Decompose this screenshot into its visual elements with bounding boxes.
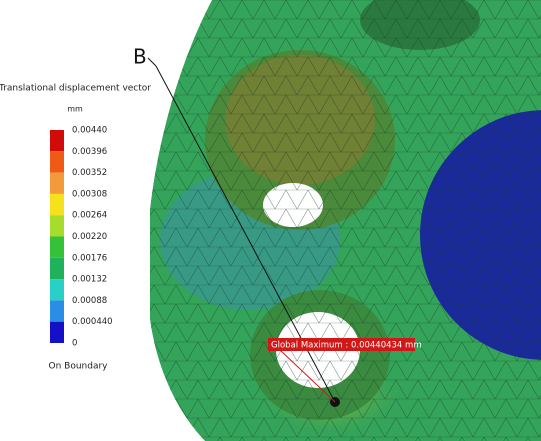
point-label: B [133, 45, 147, 69]
legend-label: 0.00088 [72, 296, 107, 306]
viewport: Translational displacement vector mm On … [0, 0, 541, 441]
screen: Translational displacement vector mm On … [0, 0, 541, 441]
legend-label: 0.00440 [72, 126, 107, 136]
legend-label: 0.00176 [72, 253, 107, 263]
legend-swatch [50, 258, 64, 279]
legend-label: 0.00220 [72, 232, 107, 242]
legend-swatch [50, 130, 64, 151]
legend-label: 0.00396 [72, 147, 107, 157]
legend-swatch [50, 151, 64, 172]
legend-label: 0 [72, 339, 77, 349]
legend-swatch [50, 279, 64, 300]
legend-label: 0.00352 [72, 168, 107, 178]
legend-swatch [50, 237, 64, 258]
max-label: Global Maximum : 0.00440434 mm [271, 341, 422, 351]
legend-label: 0.00264 [72, 211, 107, 221]
legend-label: 0.00132 [72, 275, 107, 285]
legend-swatch [50, 173, 64, 194]
legend-swatch [50, 322, 64, 343]
legend-label: 0.00308 [72, 189, 107, 199]
legend-unit: mm [67, 105, 83, 114]
legend-swatch [50, 300, 64, 321]
legend-footer: On Boundary [49, 362, 109, 372]
legend-label: 0.000440 [72, 317, 113, 327]
legend-title: Translational displacement vector [0, 84, 151, 94]
legend-swatch [50, 194, 64, 215]
legend-swatch [50, 215, 64, 236]
